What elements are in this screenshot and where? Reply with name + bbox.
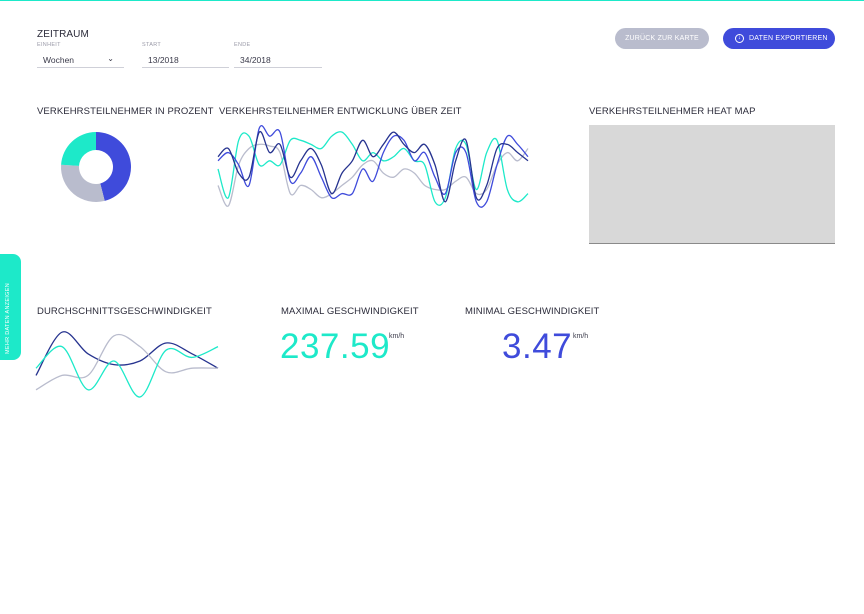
trend-series-line-2 [217,125,529,208]
max-speed-title: MAXIMAL GESCHWINDIGKEIT [281,306,419,317]
start-label: START [142,42,162,48]
min-speed-unit: km/h [573,333,589,340]
donut-slice-1 [60,164,105,202]
avg-speed-title: DURCHSCHNITTSGESCHWINDIGKEIT [37,306,212,317]
min-speed-value: 3.47 [502,327,573,366]
unit-select[interactable]: Wochen ⌄ [37,53,124,68]
period-title: ZEITRAUM [37,29,89,40]
trend-series-line-0 [217,143,529,207]
avg-speed-series-line-1 [35,333,219,391]
end-input-value: 34/2018 [240,55,271,65]
max-speed-unit: km/h [389,333,405,340]
end-label: ENDE [234,42,251,48]
unit-select-value: Wochen [43,55,75,65]
export-data-button[interactable]: ↓ DATEN EXPORTIEREN [723,28,835,49]
back-to-map-button[interactable]: ZURÜCK ZUR KARTE [615,28,709,49]
end-input[interactable]: 34/2018 [234,53,322,68]
donut-slice-0 [96,132,131,201]
heatmap-panel [589,125,835,244]
unit-label: EINHEIT [37,42,61,48]
more-data-tab[interactable]: MEHR DATEN ANZEIGEN [0,254,21,360]
start-input[interactable]: 13/2018 [142,53,229,68]
min-speed-title: MINIMAL GESCHWINDIGKEIT [465,306,600,317]
donut-slice-2 [61,132,96,166]
trend-series-line-1 [217,131,529,206]
avg-speed-series-line-2 [35,345,219,398]
export-data-label: DATEN EXPORTIEREN [749,35,828,42]
trend-line-chart [217,125,529,208]
max-speed-value: 237.59 [280,327,391,366]
start-input-value: 13/2018 [148,55,179,65]
heatmap-title: VERKEHRSTEILNEHMER HEAT MAP [589,106,756,117]
back-to-map-label: ZURÜCK ZUR KARTE [625,35,699,42]
more-data-label: MEHR DATEN ANZEIGEN [5,283,11,354]
trend-title: VERKEHRSTEILNEHMER ENTWICKLUNG ÜBER ZEIT [219,106,462,117]
chevron-down-icon: ⌄ [107,54,114,63]
percent-donut-chart [60,132,131,202]
avg-speed-line-chart [35,331,219,398]
trend-series-line-3 [217,131,529,203]
download-icon: ↓ [735,34,744,43]
percent-title: VERKEHRSTEILNEHMER IN PROZENT [37,106,214,117]
avg-speed-series-line-0 [35,331,219,376]
top-accent-line [0,0,864,1]
